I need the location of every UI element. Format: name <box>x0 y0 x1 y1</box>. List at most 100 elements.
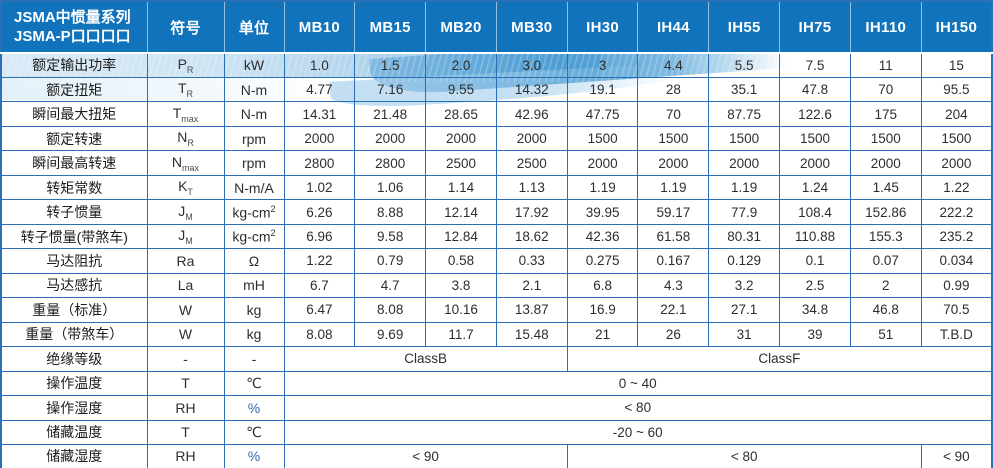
unit-cell: ℃ <box>223 419 285 446</box>
symbol-cell: W <box>146 297 225 323</box>
symbol-cell: - <box>146 346 225 372</box>
value-cell: 51 <box>849 321 922 348</box>
value-cell: 17.92 <box>495 199 568 225</box>
value-cell: 2.5 <box>779 272 851 299</box>
value-cell: 6.8 <box>566 272 639 299</box>
value-cell: 2000 <box>566 150 639 176</box>
column-header-mb15: MB15 <box>354 1 427 54</box>
value-cell: 47.75 <box>566 101 639 127</box>
table-title-line1: JSMA中惯量系列 <box>14 8 131 26</box>
value-cell: 35.1 <box>708 76 781 103</box>
row-label: 瞬间最高转速 <box>0 150 148 176</box>
value-cell: 42.36 <box>566 223 639 250</box>
value-cell: 2000 <box>779 150 851 176</box>
value-cell: 1.5 <box>354 52 427 78</box>
value-cell: 2800 <box>283 150 356 176</box>
symbol-cell: W <box>146 321 225 348</box>
value-cell: 2000 <box>849 150 922 176</box>
value-cell: 2.0 <box>425 52 497 78</box>
merged-value-cell: 0 ~ 40 <box>283 370 993 397</box>
unit-cell: kg <box>223 321 285 348</box>
table-row: 转子惯量 JM kg-cm2 6.26 8.88 12.14 17.92 39.95 59.17… <box>0 199 993 225</box>
row-label: 绝缘等级 <box>0 346 148 372</box>
value-cell: 59.17 <box>637 199 710 225</box>
value-cell: 3 <box>566 52 639 78</box>
table-row: 额定输出功率 PR kW 1.0 1.5 2.0 3.0 3 4.4 5.5 7.5 11 15 <box>0 52 993 78</box>
column-header-mb30: MB30 <box>496 1 568 54</box>
value-cell: 77.9 <box>708 199 781 225</box>
table-row: 马达感抗 La mH 6.7 4.7 3.8 2.1 6.8 4.3 3.2 2.5 2 0.99 <box>0 272 993 299</box>
value-cell: 70 <box>849 76 922 103</box>
column-header-mb20: MB20 <box>425 1 497 54</box>
value-cell: 80.31 <box>708 223 781 250</box>
value-cell: 0.58 <box>425 248 497 274</box>
value-cell: 3.0 <box>495 52 568 78</box>
value-cell: 21 <box>566 321 639 348</box>
value-cell: 6.96 <box>283 223 356 250</box>
symbol-cell: Nmax <box>146 150 225 176</box>
unit-cell: N-m <box>223 101 285 127</box>
row-label: 马达阻抗 <box>0 248 148 274</box>
unit-cell: - <box>223 346 285 372</box>
value-cell: 235.2 <box>920 223 993 250</box>
value-cell: 152.86 <box>849 199 922 225</box>
value-cell: 108.4 <box>779 199 851 225</box>
value-cell: 1.02 <box>283 174 356 201</box>
value-cell: 6.47 <box>283 297 356 323</box>
value-cell: 12.84 <box>425 223 497 250</box>
value-cell: 1.19 <box>566 174 639 201</box>
value-cell: 39 <box>779 321 851 348</box>
value-cell: 1.22 <box>283 248 356 274</box>
value-cell: 9.58 <box>354 223 427 250</box>
row-label: 重量（带煞车） <box>0 321 148 348</box>
value-cell: 1.19 <box>708 174 781 201</box>
value-cell: 12.14 <box>425 199 497 225</box>
value-cell: 14.31 <box>283 101 356 127</box>
row-label: 转矩常数 <box>0 174 148 201</box>
value-cell: 11.7 <box>425 321 497 348</box>
row-label: 重量（标准） <box>0 297 148 323</box>
row-label: 额定转速 <box>0 125 148 152</box>
value-cell: 2 <box>849 272 922 299</box>
symbol-cell: JM <box>146 223 225 250</box>
table-title-line2: JSMA-P口口口口 <box>14 28 131 45</box>
table-row: 储藏温度 T ℃ -20 ~ 60 <box>0 419 993 446</box>
row-label: 马达感抗 <box>0 272 148 299</box>
value-cell: 122.6 <box>779 101 851 127</box>
unit-cell: Ω <box>223 248 285 274</box>
unit-cell: N-m <box>223 76 285 103</box>
column-header-ih75: IH75 <box>779 1 851 54</box>
unit-cell: kg-cm2 <box>223 223 285 250</box>
value-cell: 2000 <box>637 150 710 176</box>
symbol-cell: T <box>146 370 225 397</box>
symbol-cell: T <box>146 419 225 446</box>
value-cell: 46.8 <box>849 297 922 323</box>
merged-value-cell: -20 ~ 60 <box>283 419 993 446</box>
value-cell: 1.06 <box>354 174 427 201</box>
row-label: 操作温度 <box>0 370 148 397</box>
column-header-unit: 单位 <box>224 1 285 54</box>
value-cell: 155.3 <box>849 223 922 250</box>
table-row: 转矩常数 KT N-m/A 1.02 1.06 1.14 1.13 1.19 1.19 1.19 1… <box>0 174 993 201</box>
value-cell: 0.275 <box>566 248 639 274</box>
unit-cell: rpm <box>223 125 285 152</box>
value-cell: 110.88 <box>779 223 851 250</box>
value-cell: 2500 <box>495 150 568 176</box>
value-cell: 70.5 <box>920 297 993 323</box>
value-cell: 8.08 <box>283 321 356 348</box>
value-cell: 47.8 <box>779 76 851 103</box>
value-cell: 14.32 <box>495 76 568 103</box>
value-cell: 22.1 <box>637 297 710 323</box>
value-cell: 4.4 <box>637 52 710 78</box>
column-header-ih44: IH44 <box>637 1 710 54</box>
table-row: 瞬间最大扭矩 Tmax N-m 14.31 21.48 28.65 42.96 47.75 70… <box>0 101 993 127</box>
table-row: 马达阻抗 Ra Ω 1.22 0.79 0.58 0.33 0.275 0.167 0.129 0.… <box>0 248 993 274</box>
value-cell: 13.87 <box>495 297 568 323</box>
value-cell: 2000 <box>708 150 781 176</box>
value-cell: 0.167 <box>637 248 710 274</box>
value-cell: 175 <box>849 101 922 127</box>
symbol-cell: RH <box>146 395 225 421</box>
